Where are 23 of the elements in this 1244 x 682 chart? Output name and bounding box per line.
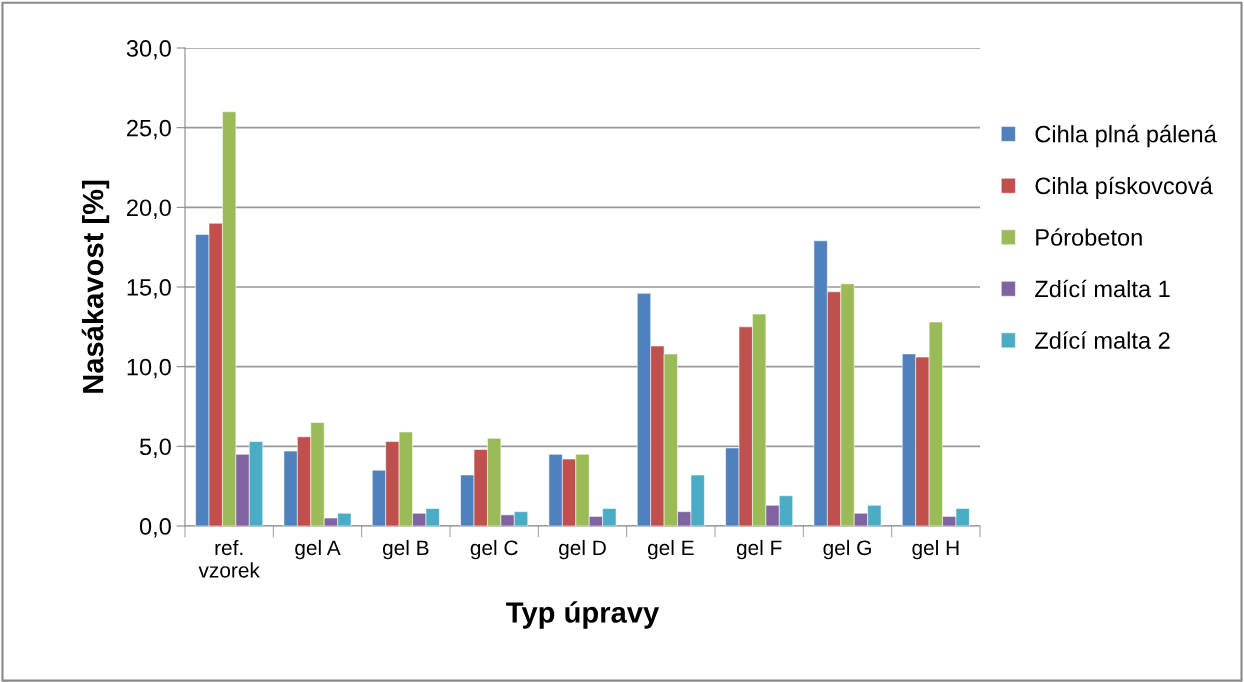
x-axis-title: Typ úpravy — [506, 601, 660, 629]
x-tick-label: gel C — [470, 539, 518, 560]
x-tick-label: ref. vzorek — [198, 539, 260, 578]
x-tick-label: gel E — [647, 539, 694, 560]
x-tick-label: gel F — [736, 539, 782, 560]
x-tick-label: gel G — [823, 539, 871, 560]
x-tick-label: gel A — [295, 539, 341, 560]
x-tick-label: gel H — [912, 539, 959, 560]
y-tick-label: 5,0 — [139, 438, 171, 458]
legend-label: Pórobeton — [1036, 228, 1142, 246]
legend-label: Cihla pískovcová — [1035, 176, 1213, 199]
y-axis-title: Nasákavost [%] — [81, 180, 110, 393]
y-tick-label: 10,0 — [127, 358, 171, 379]
y-tick-label: 15,0 — [127, 279, 171, 299]
y-tick-label: 20,0 — [127, 199, 171, 219]
y-tick-label: 25,0 — [127, 119, 171, 140]
legend-label: Zdící malta 1 — [1035, 279, 1170, 298]
x-tick-label: gel B — [382, 539, 429, 560]
legend-label: Zdící malta 2 — [1035, 331, 1170, 349]
y-tick-label: 30,0 — [126, 40, 171, 60]
x-tick-label: gel D — [559, 539, 606, 560]
y-tick-label: 0,0 — [139, 518, 171, 538]
legend-label: Cihla plná pálená — [1035, 124, 1217, 148]
